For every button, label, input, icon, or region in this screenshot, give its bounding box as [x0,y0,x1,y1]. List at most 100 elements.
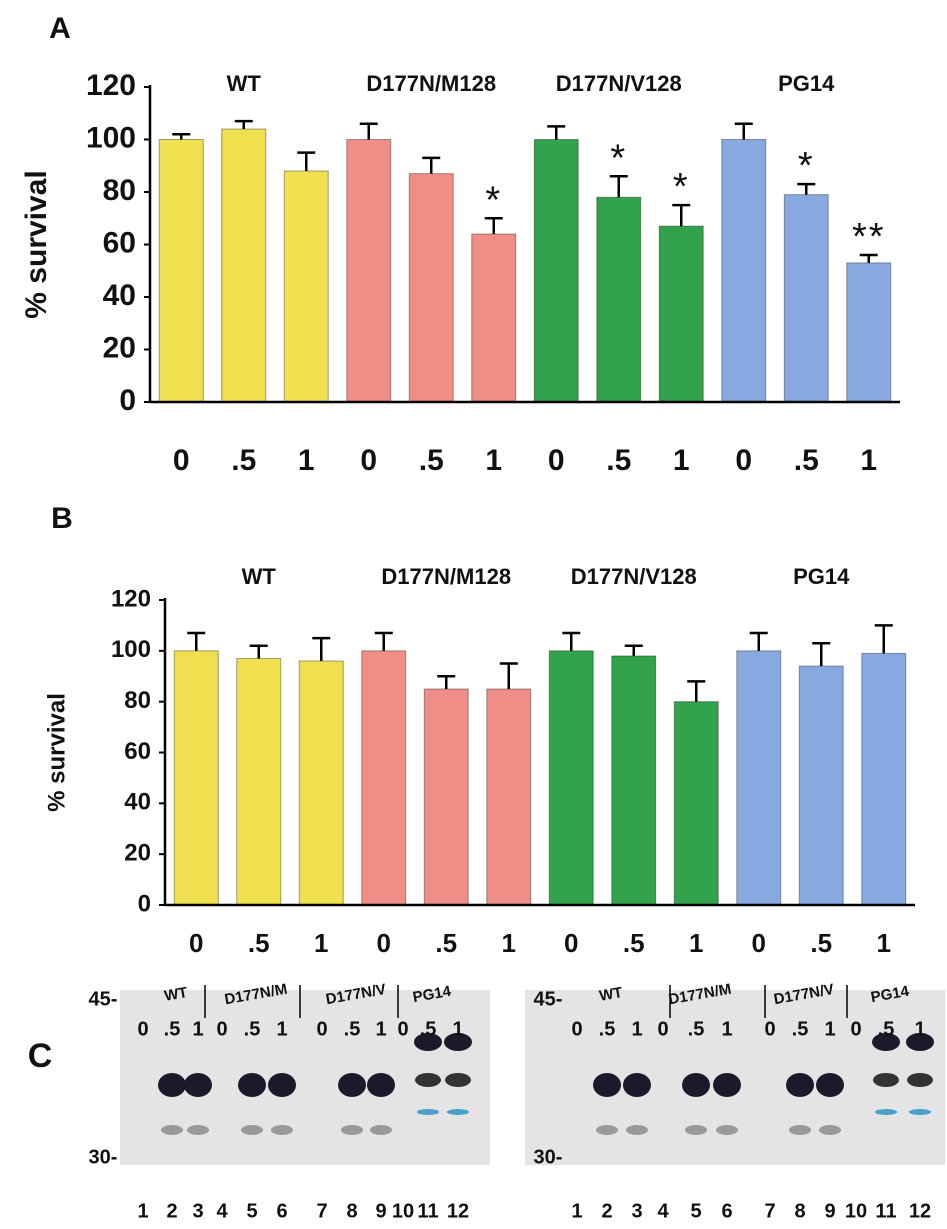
faint-band [447,1109,469,1115]
dose-label: 0 [850,1018,861,1040]
x-tick-label: 1 [860,444,877,477]
x-tick-label: 1 [689,928,703,958]
group-label: PG14 [778,71,835,96]
y-tick-label: 60 [124,738,151,765]
error-bar [874,624,893,654]
dose-label: 1 [721,1018,732,1040]
dose-label: 1 [631,1018,642,1040]
dose-label: .5 [878,1018,895,1040]
dose-label: .5 [599,1018,616,1040]
x-tick-label: 0 [548,444,565,477]
band [367,1073,395,1097]
lane-number: 3 [631,1200,642,1222]
dose-label: 0 [316,1018,327,1040]
bar [298,660,344,906]
blot-group-label: WT [598,984,624,1005]
y-tick-label: 120 [111,585,151,612]
band [415,1073,441,1087]
dose-label: 1 [192,1018,203,1040]
faint-band [187,1125,209,1135]
faint-band [626,1125,648,1135]
lane-number: 2 [601,1200,612,1222]
band [158,1073,186,1097]
error-bar [609,175,628,198]
lane-number: 1 [571,1200,582,1222]
group-label: D177N/M128 [366,71,496,96]
band [623,1073,651,1097]
bar [861,652,907,906]
error-bar [812,641,831,667]
faint-band [271,1125,293,1135]
lane-number: 5 [690,1200,701,1222]
x-tick-label: .5 [623,928,645,958]
error-bar [547,125,566,140]
faint-band [789,1125,811,1135]
x-tick-label: .5 [435,928,457,958]
faint-band [819,1125,841,1135]
bar [361,650,407,906]
x-tick-label: .5 [810,928,832,958]
significance-mark: * [673,166,690,208]
bar [658,225,704,403]
y-tick-label: 100 [86,121,136,154]
x-tick-label: .5 [248,928,270,958]
lane-number: 10 [845,1200,867,1222]
dose-label: 1 [276,1018,287,1040]
panel-label: C [28,1037,53,1075]
group-label: D177N/M128 [381,564,511,589]
group-label: PG14 [793,564,850,589]
lane-number: 8 [346,1200,357,1222]
dose-label: 1 [452,1018,463,1040]
band [238,1073,266,1097]
y-tick-label: 80 [124,687,151,714]
band [338,1073,366,1097]
lane-number: 9 [375,1200,386,1222]
bar [736,650,782,906]
dose-label: 0 [764,1018,775,1040]
dose-label: .5 [244,1018,261,1040]
error-bar [562,631,581,651]
error-bar [499,662,518,689]
band [873,1073,899,1087]
x-tick-label: 0 [173,444,190,477]
dose-label: 0 [397,1018,408,1040]
bar [783,194,829,403]
error-bar [297,151,316,171]
x-tick-label: 0 [752,928,766,958]
y-tick-label: 120 [86,69,136,102]
dose-label: 1 [375,1018,386,1040]
faint-band [909,1109,931,1115]
panel-label: B [51,502,73,535]
band [786,1073,814,1097]
dose-label: 0 [657,1018,668,1040]
bar [596,196,642,403]
bar [158,139,204,403]
lane-number: 6 [721,1200,732,1222]
bar [486,688,532,906]
x-tick-label: 0 [564,928,578,958]
error-bar [234,119,253,129]
x-tick-label: 1 [298,444,315,477]
group-label: WT [227,71,262,96]
bar [236,657,282,906]
group-label: D177N/V128 [556,71,682,96]
band [414,1033,442,1051]
error-bar [249,644,268,659]
band [593,1073,621,1097]
lane-number: 5 [246,1200,257,1222]
dose-label: .5 [344,1018,361,1040]
bar [221,128,267,403]
y-axis-label: % survival [20,170,53,318]
error-bar [672,203,691,227]
dose-label: 0 [571,1018,582,1040]
x-tick-label: 1 [314,928,328,958]
dose-label: .5 [164,1018,181,1040]
band [907,1073,933,1087]
lane-number: 12 [909,1200,931,1222]
group-label: D177N/V128 [571,564,697,589]
significance-mark: * [610,137,627,179]
error-bar [859,253,878,263]
band [445,1073,471,1087]
bar [611,655,657,906]
